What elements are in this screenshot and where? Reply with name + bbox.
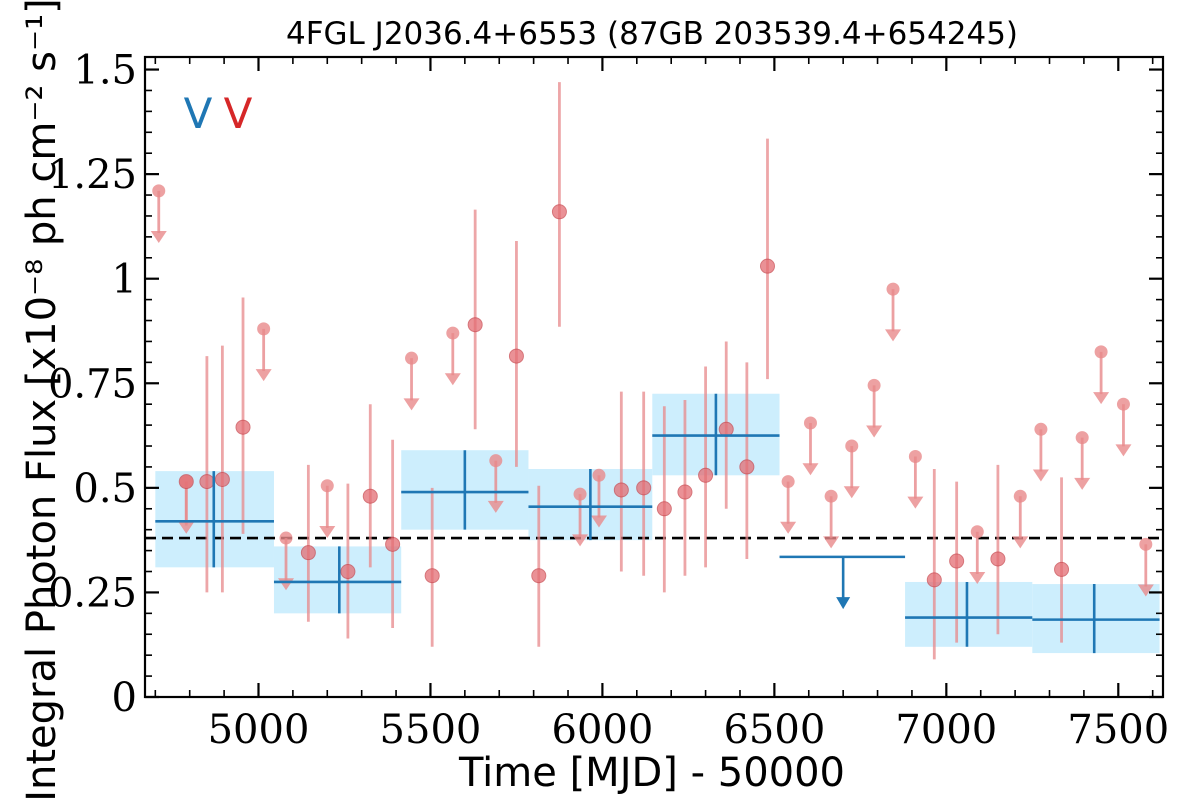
y-tick-label: 1.25 bbox=[48, 152, 137, 198]
detection-point bbox=[677, 484, 693, 500]
detection-point bbox=[424, 568, 440, 584]
detection-point bbox=[385, 536, 401, 552]
detection-point bbox=[531, 568, 547, 584]
detection-point bbox=[1054, 561, 1070, 577]
y-tick-label: 1 bbox=[112, 257, 137, 303]
upper-limit-point bbox=[781, 475, 795, 489]
x-tick-label: 7000 bbox=[895, 707, 997, 753]
upper-limit-arrowhead bbox=[1074, 477, 1091, 490]
upper-limit-point bbox=[320, 479, 334, 493]
detection-point bbox=[467, 317, 483, 333]
upper-limit-point bbox=[573, 487, 587, 501]
upper-limit-arrowhead bbox=[403, 398, 420, 411]
detection-point bbox=[926, 572, 942, 588]
upper-limit-arrowhead bbox=[1137, 584, 1154, 597]
x-tick-label: 5000 bbox=[208, 707, 310, 753]
x-tick-label: 6000 bbox=[552, 707, 654, 753]
upper-limit-point bbox=[1075, 431, 1089, 445]
long-bin-band bbox=[273, 546, 402, 614]
detection-point bbox=[636, 480, 652, 496]
upper-limit-point bbox=[1116, 397, 1130, 411]
upper-limit-arrowhead bbox=[907, 496, 924, 509]
detection-point bbox=[656, 501, 672, 517]
detection-point bbox=[300, 545, 316, 561]
detection-point bbox=[199, 474, 215, 490]
long-bin-band bbox=[905, 581, 1033, 647]
upper-limit-point bbox=[152, 184, 166, 198]
upper-limit-point bbox=[845, 439, 859, 453]
upper-limit-point bbox=[1013, 489, 1027, 503]
upper-limit-arrowhead bbox=[178, 521, 195, 534]
detection-point bbox=[990, 551, 1006, 567]
upper-limit-point bbox=[1094, 345, 1108, 359]
detection-point bbox=[698, 467, 714, 483]
upper-limit-arrowhead bbox=[572, 534, 589, 547]
detection-point bbox=[178, 474, 194, 490]
upper-limit-arrowhead bbox=[487, 500, 504, 513]
upper-limit-point bbox=[592, 468, 606, 482]
flag-v-red: V bbox=[224, 89, 253, 138]
upper-limit-point bbox=[1139, 537, 1153, 551]
long-bin-layer bbox=[155, 393, 1160, 654]
upper-limit-arrowhead bbox=[1115, 444, 1132, 457]
upper-limit-point bbox=[257, 322, 271, 336]
x-axis-label: Time [MJD] - 50000 bbox=[458, 750, 845, 796]
y-tick-label: 0.5 bbox=[73, 466, 137, 512]
upper-limit-arrowhead bbox=[150, 231, 167, 244]
upper-limit-arrowhead bbox=[969, 571, 986, 584]
upper-limit-arrowhead bbox=[1012, 536, 1029, 549]
upper-limit-point bbox=[803, 416, 817, 430]
upper-limit-arrowhead bbox=[802, 463, 819, 476]
upper-limit-arrowhead bbox=[444, 373, 461, 386]
long-bin-upper-limit-arrowhead bbox=[836, 597, 851, 610]
short-bin-layer bbox=[150, 82, 1154, 660]
y-tick-label: 0.25 bbox=[48, 570, 137, 616]
y-axis-label: Integral Photon Flux [x10⁻⁸ ph cm⁻² s⁻¹] bbox=[19, 0, 65, 800]
upper-limit-point bbox=[446, 326, 460, 340]
upper-limit-point bbox=[1034, 422, 1048, 436]
detection-point bbox=[340, 564, 356, 580]
upper-limit-point bbox=[970, 525, 984, 539]
x-tick-label: 7500 bbox=[1067, 707, 1169, 753]
detection-point bbox=[362, 488, 378, 504]
y-tick-label: 0.75 bbox=[48, 361, 137, 407]
detection-point bbox=[613, 482, 629, 498]
axes: 5000 5500 6000 6500 7000 7500 0 0.25 0.5 0.75 1 1.2… bbox=[48, 48, 1169, 753]
upper-limit-arrowhead bbox=[255, 369, 272, 382]
detection-point bbox=[759, 258, 775, 274]
detection-point bbox=[551, 204, 567, 220]
upper-limit-point bbox=[886, 282, 900, 296]
upper-limit-arrowhead bbox=[319, 525, 336, 538]
upper-limit-arrowhead bbox=[885, 329, 902, 342]
upper-limit-arrowhead bbox=[843, 486, 860, 499]
upper-limit-point bbox=[489, 454, 503, 468]
upper-limit-point bbox=[908, 449, 922, 463]
upper-limit-arrowhead bbox=[590, 515, 607, 528]
flag-v-blue: V bbox=[184, 89, 213, 138]
long-bin-bands bbox=[155, 393, 1160, 654]
upper-limit-arrowhead bbox=[823, 536, 840, 549]
chart-title: 4FGL J2036.4+6553 (87GB 203539.4+654245) bbox=[286, 16, 1018, 52]
x-tick-label: 6500 bbox=[723, 707, 825, 753]
y-tick-label: 1.5 bbox=[73, 48, 137, 94]
detection-point bbox=[739, 459, 755, 475]
upper-limit-arrowhead bbox=[1093, 392, 1110, 405]
detection-point bbox=[235, 419, 251, 435]
upper-limit-arrowhead bbox=[1032, 469, 1049, 482]
upper-limit-point bbox=[279, 531, 293, 545]
upper-limit-point bbox=[824, 489, 838, 503]
detection-point bbox=[718, 421, 734, 437]
plot-frame bbox=[143, 55, 1165, 699]
x-tick-label: 5500 bbox=[380, 707, 482, 753]
upper-limit-arrowhead bbox=[780, 521, 797, 534]
detection-point bbox=[949, 553, 965, 569]
upper-limit-point bbox=[867, 378, 881, 392]
detection-point bbox=[508, 348, 524, 364]
y-tick-label: 0 bbox=[112, 675, 137, 721]
upper-limit-arrowhead bbox=[866, 425, 883, 438]
upper-limit-point bbox=[405, 351, 419, 365]
detection-point bbox=[214, 471, 230, 487]
